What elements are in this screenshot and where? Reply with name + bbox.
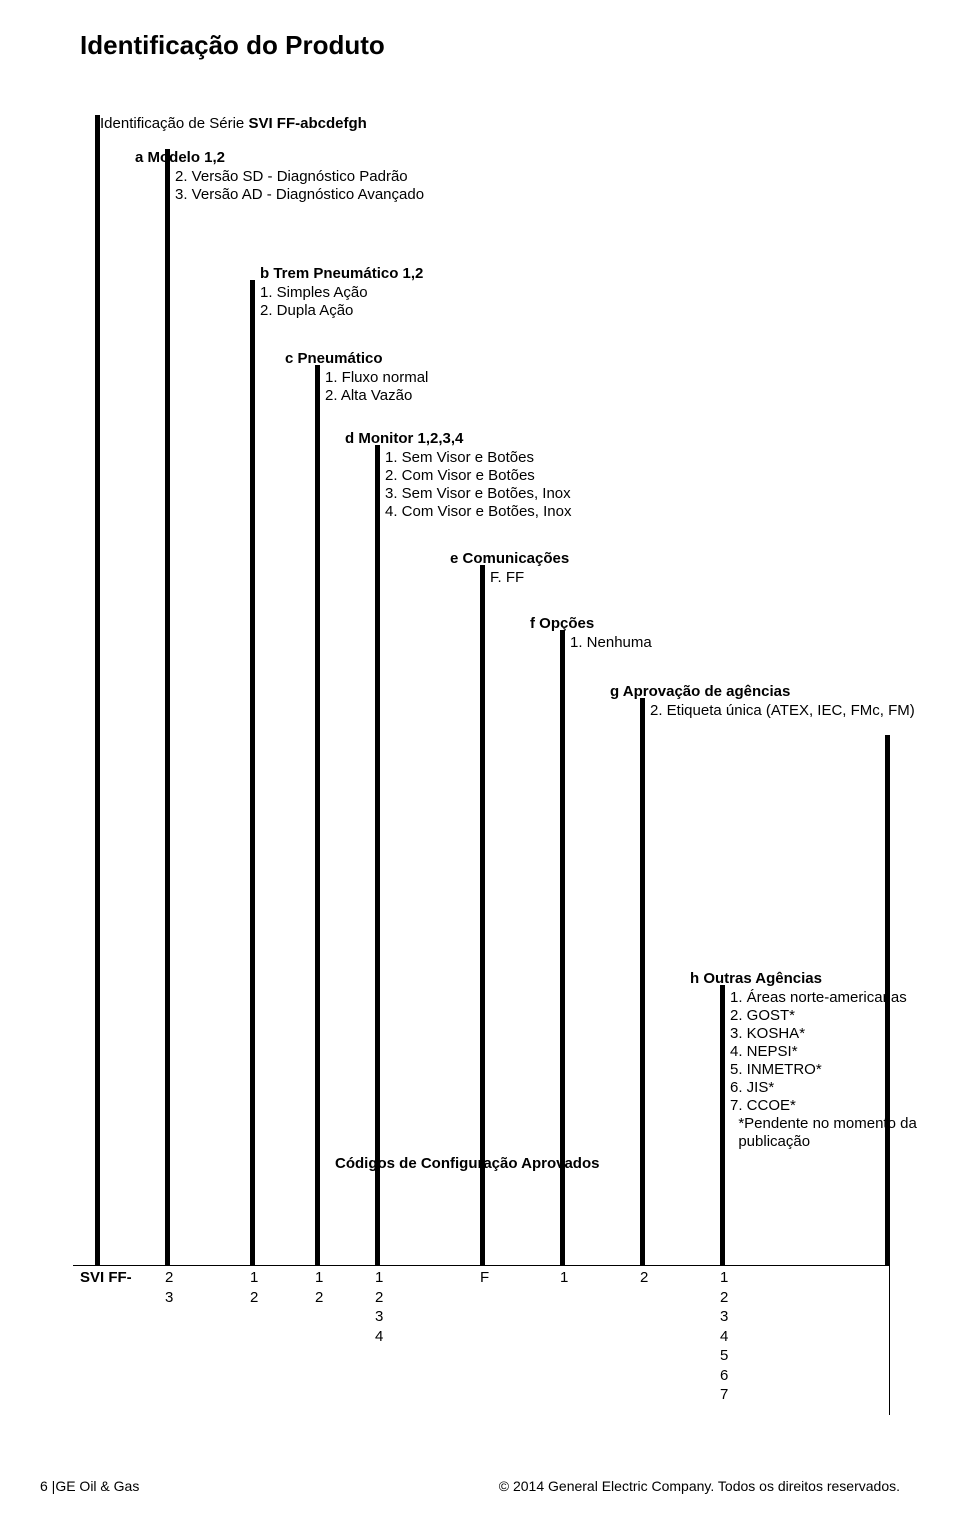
- section-h-item-2: 3. KOSHA*: [730, 1025, 917, 1042]
- table-cell: 3: [720, 1307, 728, 1327]
- section-h-item-7: *Pendente no momento da: [730, 1115, 917, 1132]
- table-cell: 5: [720, 1346, 728, 1366]
- section-a-item-0: 2. Versão SD - Diagnóstico Padrão: [175, 168, 424, 185]
- table-cell: 4: [720, 1327, 728, 1347]
- section-h-item-3: 4. NEPSI*: [730, 1043, 917, 1060]
- section-f-heading: f Opções: [530, 615, 652, 632]
- table-cell: F: [480, 1268, 489, 1288]
- table-cell: 1: [375, 1268, 383, 1288]
- table-cell: 7: [720, 1385, 728, 1405]
- intro-line: Identificação de Série SVI FF-abcdefgh: [100, 115, 367, 133]
- section-g-item-0: 2. Etiqueta única (ATEX, IEC, FMc, FM): [650, 702, 915, 719]
- section-e-heading: e Comunicações: [450, 550, 569, 567]
- table-cell: 2: [640, 1268, 648, 1288]
- section-b-heading: b Trem Pneumático 1,2: [260, 265, 423, 282]
- section-d-item-1: 2. Com Visor e Botões: [385, 467, 571, 484]
- section-h-item-4: 5. INMETRO*: [730, 1061, 917, 1078]
- page-title: Identificação do Produto: [80, 30, 385, 61]
- table-cell: 2: [720, 1288, 728, 1308]
- table-col-3: 1 2 3 4: [375, 1268, 383, 1346]
- table-cell: 4: [375, 1327, 383, 1347]
- section-h-item-8: publicação: [730, 1133, 917, 1150]
- table-cell: 2: [165, 1268, 173, 1288]
- config-table-border: [73, 1265, 890, 1415]
- table-cell: 2: [375, 1288, 383, 1308]
- section-d: d Monitor 1,2,3,4 1. Sem Visor e Botões …: [345, 430, 571, 521]
- intro-prefix: Identificação de Série: [100, 115, 248, 132]
- table-col-6: 2: [640, 1268, 648, 1288]
- table-col-0: 2 3: [165, 1268, 173, 1307]
- table-cell: 1: [250, 1268, 258, 1288]
- table-cell: 3: [375, 1307, 383, 1327]
- table-prefix: SVI FF-: [80, 1268, 132, 1288]
- vline-intro: [95, 115, 100, 1265]
- section-b-item-1: 2. Dupla Ação: [260, 302, 423, 319]
- section-a-heading: a Modelo 1,2: [135, 149, 424, 166]
- section-e-item-0: F. FF: [490, 569, 569, 586]
- table-col-5: 1: [560, 1268, 568, 1288]
- section-d-item-3: 4. Com Visor e Botões, Inox: [385, 503, 571, 520]
- table-col-7: 1 2 3 4 5 6 7: [720, 1268, 728, 1405]
- intro-code: SVI FF-abcdefgh: [248, 115, 366, 132]
- section-g: g Aprovação de agências 2. Etiqueta únic…: [610, 683, 915, 720]
- section-d-item-2: 3. Sem Visor e Botões, Inox: [385, 485, 571, 502]
- section-h-item-5: 6. JIS*: [730, 1079, 917, 1096]
- vline-d: [375, 445, 380, 1265]
- footer-left: 6 |GE Oil & Gas: [40, 1478, 139, 1494]
- section-f: f Opções 1. Nenhuma: [530, 615, 652, 652]
- section-g-heading: g Aprovação de agências: [610, 683, 915, 700]
- vline-b: [250, 280, 255, 1265]
- section-e: e Comunicações F. FF: [450, 550, 569, 587]
- section-c-heading: c Pneumático: [285, 350, 428, 367]
- section-c-item-1: 2. Alta Vazão: [325, 387, 428, 404]
- section-a: a Modelo 1,2 2. Versão SD - Diagnóstico …: [135, 149, 424, 204]
- table-col-2: 1 2: [315, 1268, 323, 1307]
- section-h-item-0: 1. Áreas norte-americanas: [730, 989, 917, 1006]
- table-cell: 2: [315, 1288, 323, 1308]
- section-h: h Outras Agências 1. Áreas norte-america…: [690, 970, 917, 1151]
- section-h-item-1: 2. GOST*: [730, 1007, 917, 1024]
- table-cell: 1: [560, 1268, 568, 1288]
- table-col-4: F: [480, 1268, 489, 1288]
- section-c: c Pneumático 1. Fluxo normal 2. Alta Vaz…: [285, 350, 428, 405]
- table-cell: 6: [720, 1366, 728, 1386]
- section-a-item-1: 3. Versão AD - Diagnóstico Avançado: [175, 186, 424, 203]
- section-d-heading: d Monitor 1,2,3,4: [345, 430, 571, 447]
- vline-g: [640, 698, 645, 1265]
- table-col-1: 1 2: [250, 1268, 258, 1307]
- footer-right: © 2014 General Electric Company. Todos o…: [499, 1478, 900, 1494]
- vline-c: [315, 365, 320, 1265]
- section-h-heading: h Outras Agências: [690, 970, 917, 987]
- config-label: Códigos de Configuração Aprovados: [335, 1155, 599, 1172]
- section-b: b Trem Pneumático 1,2 1. Simples Ação 2.…: [260, 265, 423, 320]
- table-cell: 3: [165, 1288, 173, 1308]
- section-h-item-6: 7. CCOE*: [730, 1097, 917, 1114]
- section-d-item-0: 1. Sem Visor e Botões: [385, 449, 571, 466]
- table-cell: 1: [315, 1268, 323, 1288]
- section-b-item-0: 1. Simples Ação: [260, 284, 423, 301]
- table-cell: 1: [720, 1268, 728, 1288]
- vline-a: [165, 149, 170, 1265]
- section-f-item-0: 1. Nenhuma: [570, 634, 652, 651]
- table-cell: 2: [250, 1288, 258, 1308]
- section-c-item-0: 1. Fluxo normal: [325, 369, 428, 386]
